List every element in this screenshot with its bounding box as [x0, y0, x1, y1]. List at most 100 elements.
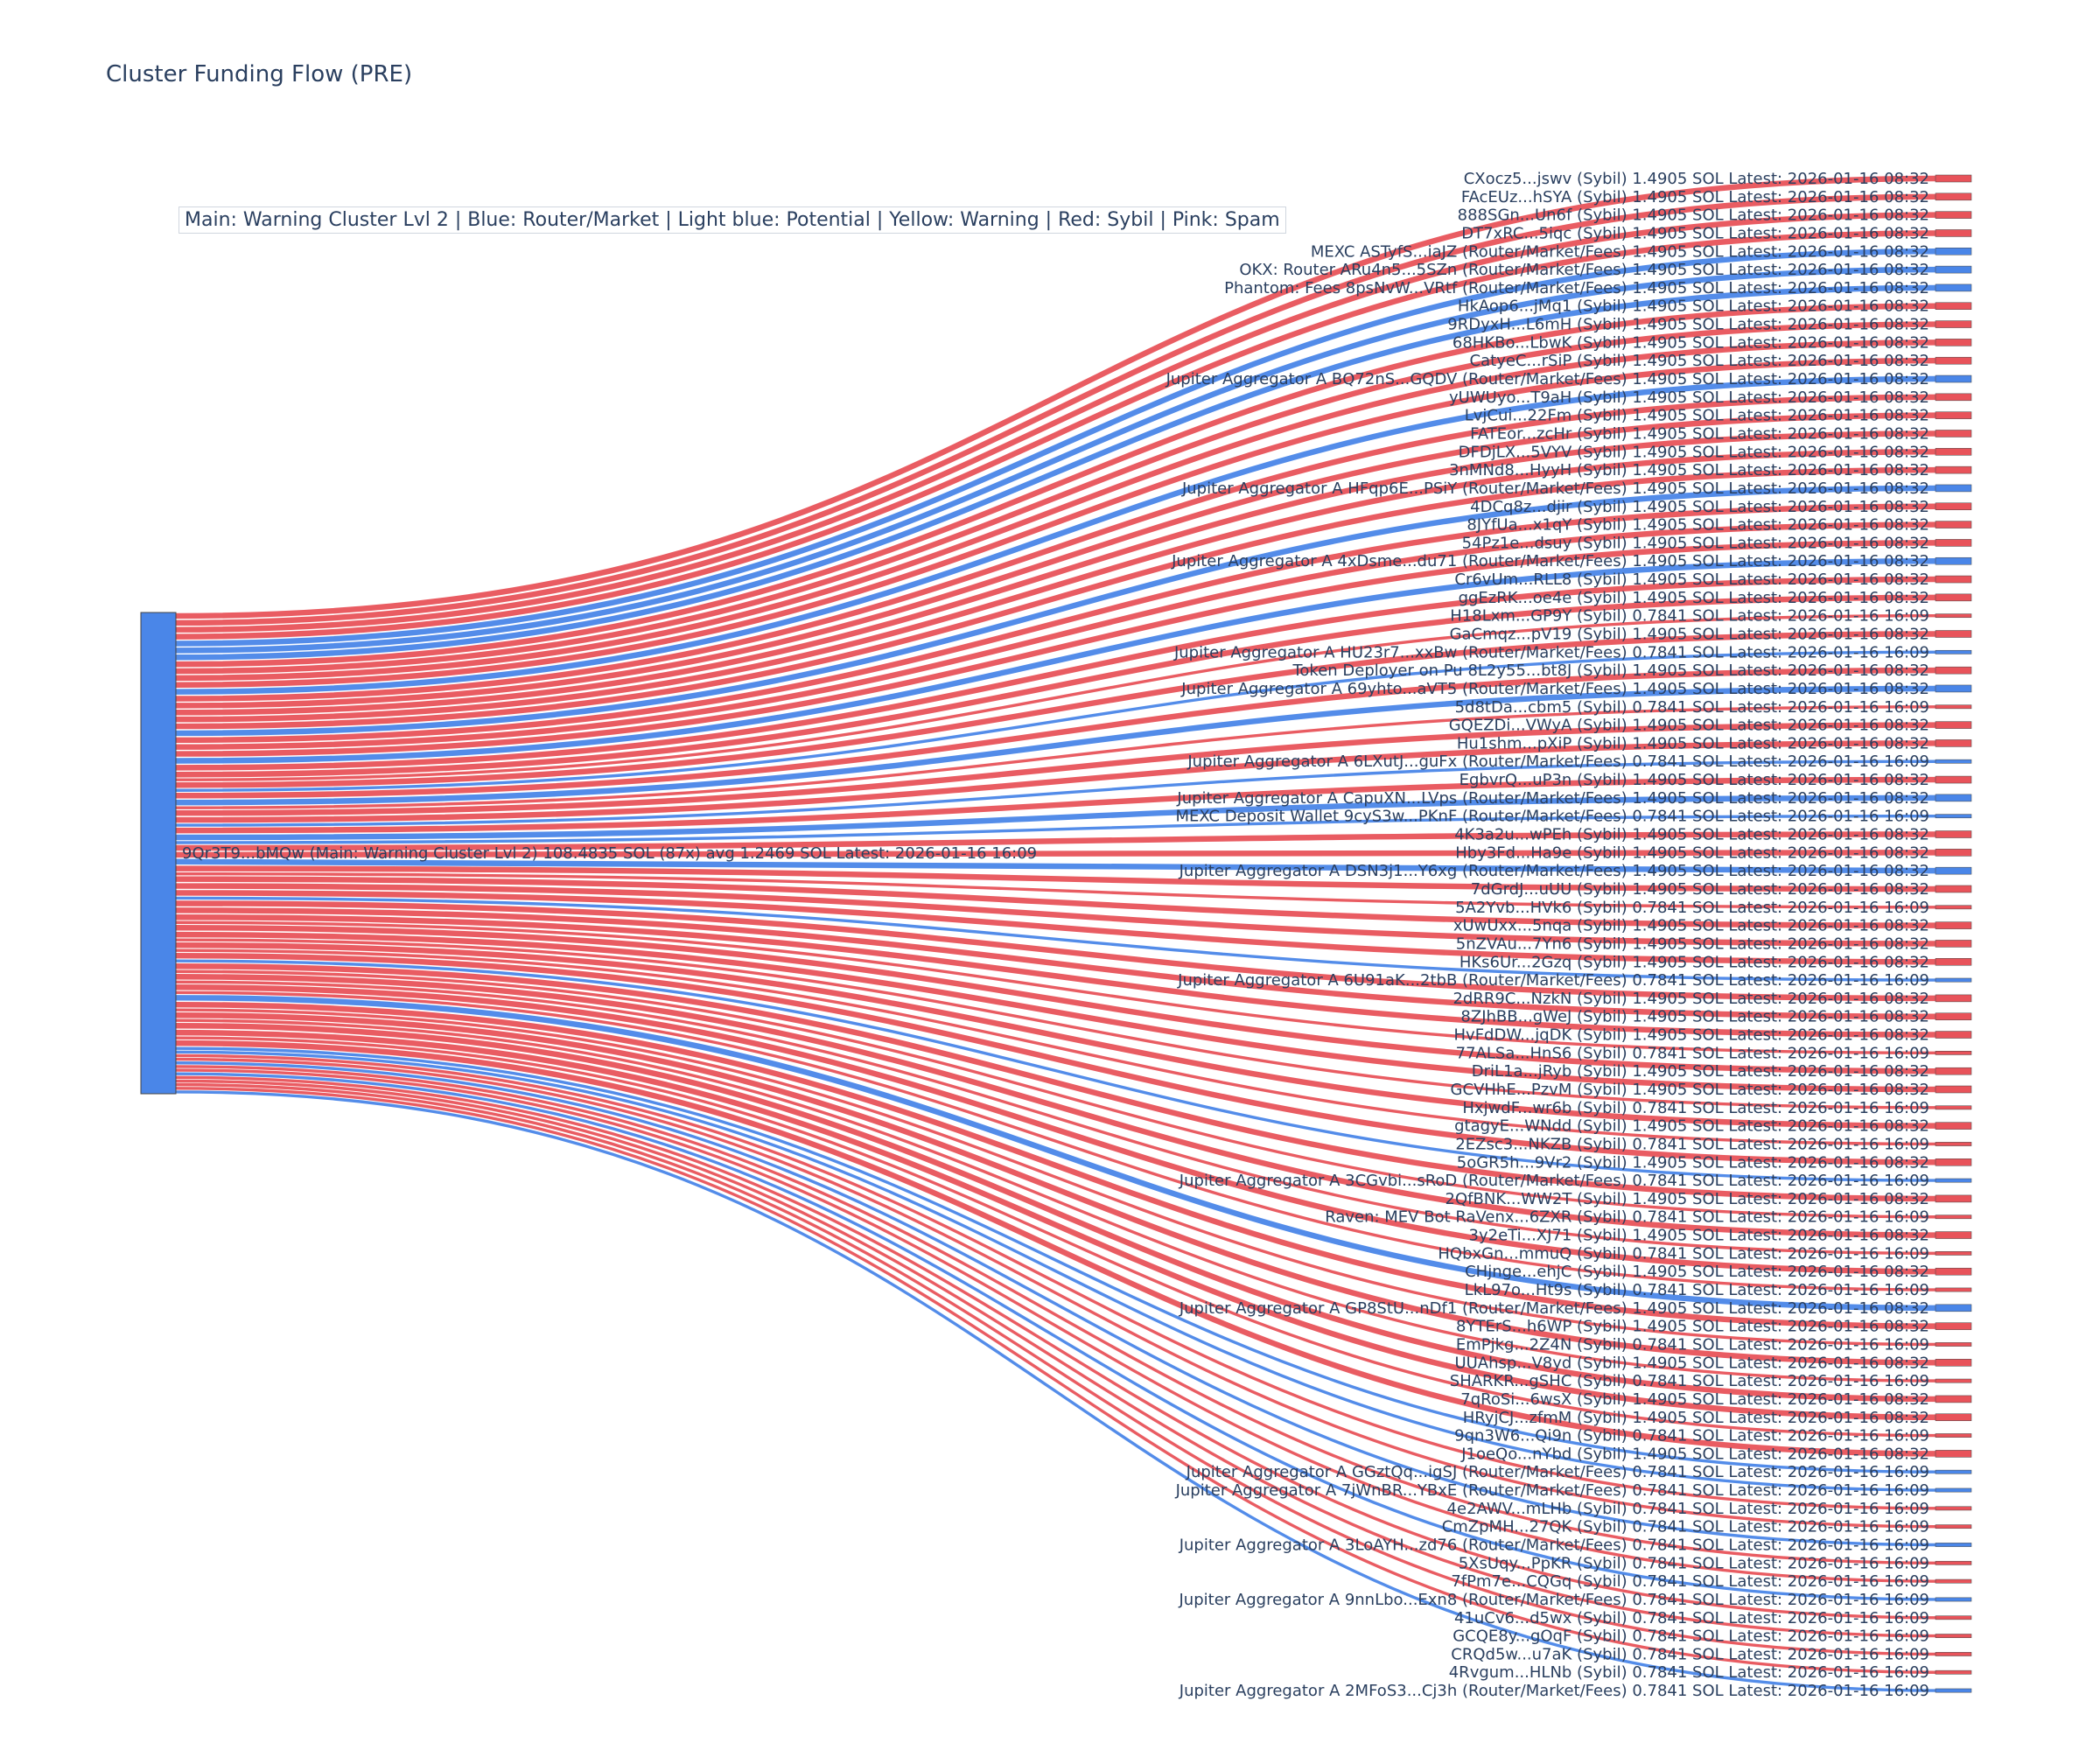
sankey-link[interactable] — [175, 1082, 1936, 1656]
target-node[interactable] — [1935, 866, 1972, 875]
target-node[interactable] — [1935, 411, 1972, 419]
sankey-link[interactable] — [175, 1075, 1936, 1620]
sankey-link[interactable] — [175, 394, 1936, 702]
sankey-link[interactable] — [175, 948, 1936, 1146]
sankey-link[interactable] — [175, 1029, 1936, 1420]
sankey-link[interactable] — [175, 266, 1936, 654]
sankey-link[interactable] — [175, 357, 1936, 688]
sankey-link[interactable] — [175, 230, 1936, 640]
sankey-link[interactable] — [175, 872, 1936, 909]
target-node[interactable] — [1935, 1506, 1972, 1511]
target-node[interactable] — [1935, 339, 1972, 346]
sankey-link[interactable] — [175, 970, 1936, 1219]
sankey-link[interactable] — [175, 896, 1936, 982]
target-node[interactable] — [1935, 704, 1972, 710]
target-node[interactable] — [1935, 849, 1972, 857]
sankey-link[interactable] — [175, 485, 1936, 737]
target-node[interactable] — [1935, 284, 1972, 292]
target-node[interactable] — [1935, 356, 1972, 365]
sankey-link[interactable] — [175, 613, 1936, 781]
target-node[interactable] — [1935, 265, 1972, 274]
target-node[interactable] — [1935, 556, 1972, 565]
target-node[interactable] — [1935, 1267, 1972, 1276]
target-node[interactable] — [1935, 814, 1972, 819]
target-node[interactable] — [1935, 1031, 1972, 1039]
sankey-link[interactable] — [175, 1079, 1936, 1638]
target-node[interactable] — [1935, 502, 1972, 511]
target-node[interactable] — [1935, 1142, 1972, 1146]
sankey-link[interactable] — [175, 248, 1936, 647]
sankey-link[interactable] — [175, 831, 1936, 851]
sankey-link[interactable] — [175, 914, 1936, 1038]
target-node[interactable] — [1935, 593, 1972, 602]
target-node[interactable] — [1935, 1231, 1972, 1239]
sankey-link[interactable] — [175, 1008, 1936, 1347]
sankey-link[interactable] — [175, 1061, 1936, 1547]
sankey-link[interactable] — [175, 667, 1936, 799]
sankey-link[interactable] — [175, 1090, 1936, 1692]
sankey-link[interactable] — [175, 1050, 1936, 1492]
sankey-link[interactable] — [175, 284, 1936, 661]
sankey-link[interactable] — [175, 1040, 1936, 1457]
sankey-link[interactable] — [175, 850, 1936, 858]
sankey-link[interactable] — [175, 540, 1936, 757]
sankey-link[interactable] — [175, 705, 1936, 809]
target-node[interactable] — [1935, 684, 1972, 693]
sankey-link[interactable] — [175, 980, 1936, 1256]
sankey-link[interactable] — [175, 794, 1936, 841]
sankey-link[interactable] — [175, 920, 1936, 1055]
target-node[interactable] — [1935, 1322, 1972, 1330]
target-node[interactable] — [1935, 1378, 1972, 1383]
target-node[interactable] — [1935, 905, 1972, 910]
target-node[interactable] — [1935, 1670, 1972, 1675]
sankey-link[interactable] — [175, 1046, 1936, 1474]
sankey-link[interactable] — [175, 952, 1936, 1166]
target-node[interactable] — [1935, 1085, 1972, 1094]
target-node[interactable] — [1935, 1012, 1972, 1020]
target-node[interactable] — [1935, 302, 1972, 310]
sankey-link[interactable] — [175, 321, 1936, 675]
sankey-link[interactable] — [175, 449, 1936, 723]
sankey-link[interactable] — [175, 212, 1936, 633]
sankey-link[interactable] — [175, 1001, 1936, 1329]
target-node[interactable] — [1935, 721, 1972, 729]
target-node[interactable] — [1935, 1543, 1972, 1547]
sankey-link[interactable] — [175, 883, 1936, 947]
target-node[interactable] — [1935, 1524, 1972, 1530]
target-node[interactable] — [1935, 1413, 1972, 1422]
sankey-link[interactable] — [175, 1065, 1936, 1565]
target-node[interactable] — [1935, 1214, 1972, 1220]
target-node[interactable] — [1935, 1251, 1972, 1256]
sankey-link[interactable] — [175, 503, 1936, 744]
target-node[interactable] — [1935, 1433, 1972, 1438]
sankey-link[interactable] — [175, 303, 1936, 668]
target-node[interactable] — [1935, 958, 1972, 966]
target-node[interactable] — [1935, 1597, 1972, 1602]
sankey-link[interactable] — [175, 466, 1936, 730]
sankey-link[interactable] — [175, 1023, 1936, 1403]
sankey-link[interactable] — [175, 722, 1936, 816]
sankey-link[interactable] — [175, 907, 1936, 1019]
sankey-link[interactable] — [175, 631, 1936, 788]
target-node[interactable] — [1935, 1488, 1972, 1493]
sankey-link[interactable] — [175, 1036, 1936, 1438]
sankey-link[interactable] — [175, 938, 1936, 1110]
sankey-link[interactable] — [175, 876, 1936, 928]
sankey-link[interactable] — [175, 900, 1936, 1002]
sankey-link[interactable] — [175, 974, 1936, 1238]
target-node[interactable] — [1935, 1652, 1972, 1656]
target-node[interactable] — [1935, 229, 1972, 237]
sankey-link[interactable] — [175, 594, 1936, 778]
target-node[interactable] — [1935, 248, 1972, 256]
target-node[interactable] — [1935, 1287, 1972, 1292]
target-node[interactable] — [1935, 393, 1972, 402]
sankey-link[interactable] — [175, 942, 1936, 1129]
target-node[interactable] — [1935, 374, 1972, 383]
sankey-link[interactable] — [175, 193, 1936, 626]
target-node[interactable] — [1935, 320, 1972, 328]
sankey-link[interactable] — [175, 1012, 1936, 1366]
target-node[interactable] — [1935, 192, 1972, 201]
target-node[interactable] — [1935, 759, 1972, 764]
target-node[interactable] — [1935, 830, 1972, 838]
target-node[interactable] — [1935, 1067, 1972, 1075]
